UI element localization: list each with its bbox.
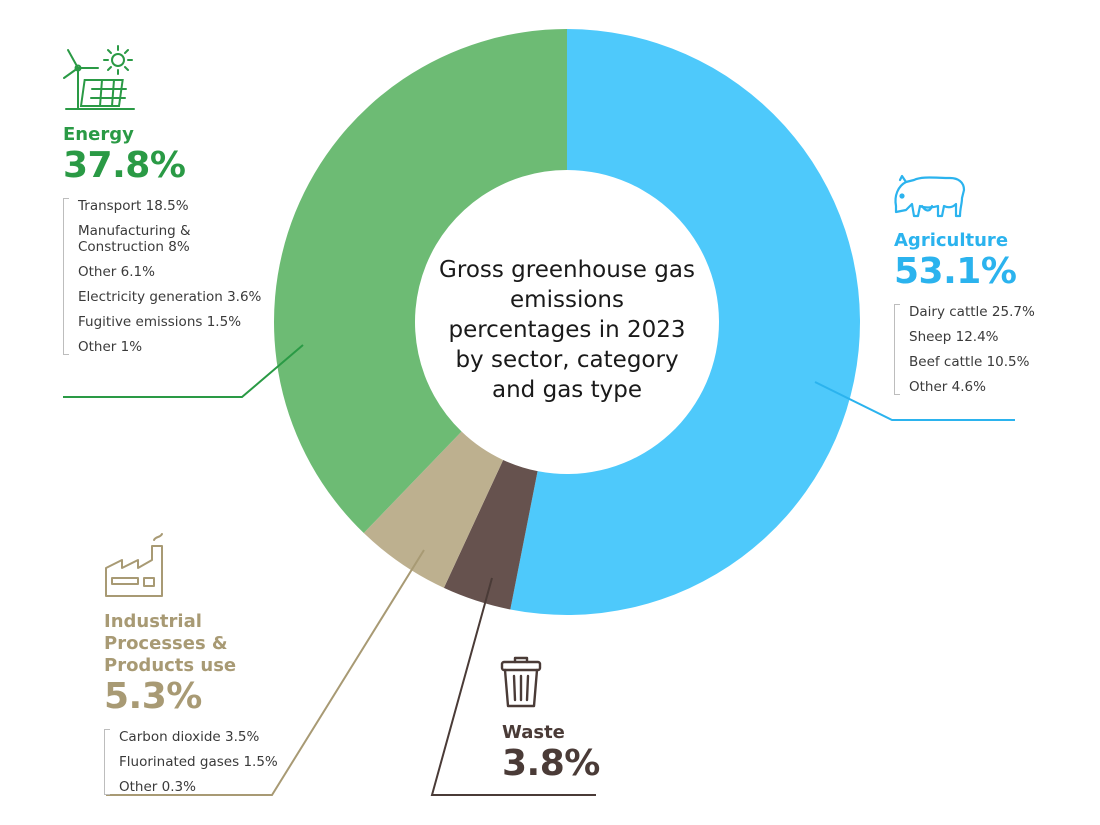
cow-icon bbox=[892, 172, 968, 224]
slice-agriculture bbox=[510, 29, 861, 616]
breakdown-item: Fluorinated gases 1.5% bbox=[119, 754, 319, 770]
breakdown-value: 0.3% bbox=[161, 779, 196, 795]
breakdown-label: Carbon dioxide bbox=[119, 729, 221, 745]
leader-line-industrial bbox=[106, 549, 425, 796]
industrial-label-group: Industrial Processes & Products use 5.3%… bbox=[104, 611, 319, 795]
breakdown-label: Dairy cattle bbox=[909, 304, 988, 320]
breakdown-label: Other bbox=[78, 339, 117, 355]
breakdown-item: Dairy cattle 25.7% bbox=[909, 304, 1079, 320]
breakdown-item: Fugitive emissions 1.5% bbox=[78, 314, 278, 330]
waste-name: Waste bbox=[502, 722, 565, 743]
leader-line-waste bbox=[430, 577, 596, 796]
agriculture-label-group: Agriculture 53.1% Dairy cattle 25.7% She… bbox=[894, 230, 1079, 395]
breakdown-label: Beef cattle bbox=[909, 354, 983, 370]
breakdown-label: Transport bbox=[78, 198, 142, 214]
breakdown-value: 8% bbox=[168, 239, 190, 255]
leader-line-agriculture bbox=[814, 381, 1015, 421]
breakdown-value: 1.5% bbox=[243, 754, 278, 770]
breakdown-label: Other bbox=[78, 264, 117, 280]
breakdown-item: Sheep 12.4% bbox=[909, 329, 1079, 345]
waste-percentage: 3.8% bbox=[502, 743, 600, 784]
agriculture-percentage: 53.1% bbox=[894, 251, 1017, 292]
industrial-name: Industrial Processes & Products use bbox=[104, 611, 237, 676]
breakdown-item: Other 6.1% bbox=[78, 264, 278, 280]
trash-can-icon bbox=[500, 656, 542, 714]
breakdown-label: Electricity generation bbox=[78, 289, 223, 305]
breakdown-item: Transport 18.5% bbox=[78, 198, 278, 214]
breakdown-label: Fluorinated gases bbox=[119, 754, 240, 770]
breakdown-item: Other 0.3% bbox=[119, 779, 319, 795]
slice-energy bbox=[274, 29, 567, 534]
energy-percentage: 37.8% bbox=[63, 145, 186, 186]
breakdown-item: Beef cattle 10.5% bbox=[909, 354, 1079, 370]
breakdown-value: 10.5% bbox=[986, 354, 1030, 370]
industrial-breakdown: Carbon dioxide 3.5% Fluorinated gases 1.… bbox=[104, 729, 319, 795]
breakdown-value: 4.6% bbox=[951, 379, 986, 395]
breakdown-label: Manufacturing & Construction bbox=[78, 223, 191, 255]
breakdown-value: 1% bbox=[120, 339, 143, 355]
factory-icon bbox=[104, 532, 172, 602]
agriculture-breakdown: Dairy cattle 25.7% Sheep 12.4% Beef catt… bbox=[894, 304, 1079, 395]
breakdown-value: 3.5% bbox=[225, 729, 260, 745]
breakdown-item: Other 4.6% bbox=[909, 379, 1079, 395]
slice-waste bbox=[443, 459, 538, 610]
breakdown-item: Carbon dioxide 3.5% bbox=[119, 729, 319, 745]
breakdown-value: 25.7% bbox=[991, 304, 1035, 320]
waste-label-group: Waste 3.8% bbox=[502, 722, 600, 784]
breakdown-label: Fugitive emissions bbox=[78, 314, 203, 330]
energy-label-group: Energy 37.8% Transport 18.5% Manufacturi… bbox=[63, 124, 278, 355]
energy-name: Energy bbox=[63, 124, 134, 145]
industrial-percentage: 5.3% bbox=[104, 676, 202, 717]
breakdown-value: 6.1% bbox=[120, 264, 155, 280]
breakdown-label: Other bbox=[119, 779, 158, 795]
breakdown-label: Sheep bbox=[909, 329, 952, 345]
breakdown-item: Manufacturing & Construction 8% bbox=[78, 223, 278, 255]
breakdown-item: Other 1% bbox=[78, 339, 278, 355]
wind-solar-icon bbox=[62, 42, 136, 118]
breakdown-value: 1.5% bbox=[206, 314, 242, 330]
energy-breakdown: Transport 18.5% Manufacturing & Construc… bbox=[63, 198, 278, 355]
breakdown-item: Electricity generation 3.6% bbox=[78, 289, 278, 305]
breakdown-label: Other bbox=[909, 379, 948, 395]
agriculture-name: Agriculture bbox=[894, 230, 1009, 251]
leader-line-energy bbox=[63, 344, 304, 398]
breakdown-value: 3.6% bbox=[227, 289, 262, 305]
slice-industrial bbox=[363, 431, 504, 588]
chart-title: Gross greenhouse gas emissions percentag… bbox=[439, 257, 695, 403]
breakdown-value: 18.5% bbox=[145, 198, 189, 214]
breakdown-value: 12.4% bbox=[955, 329, 999, 345]
